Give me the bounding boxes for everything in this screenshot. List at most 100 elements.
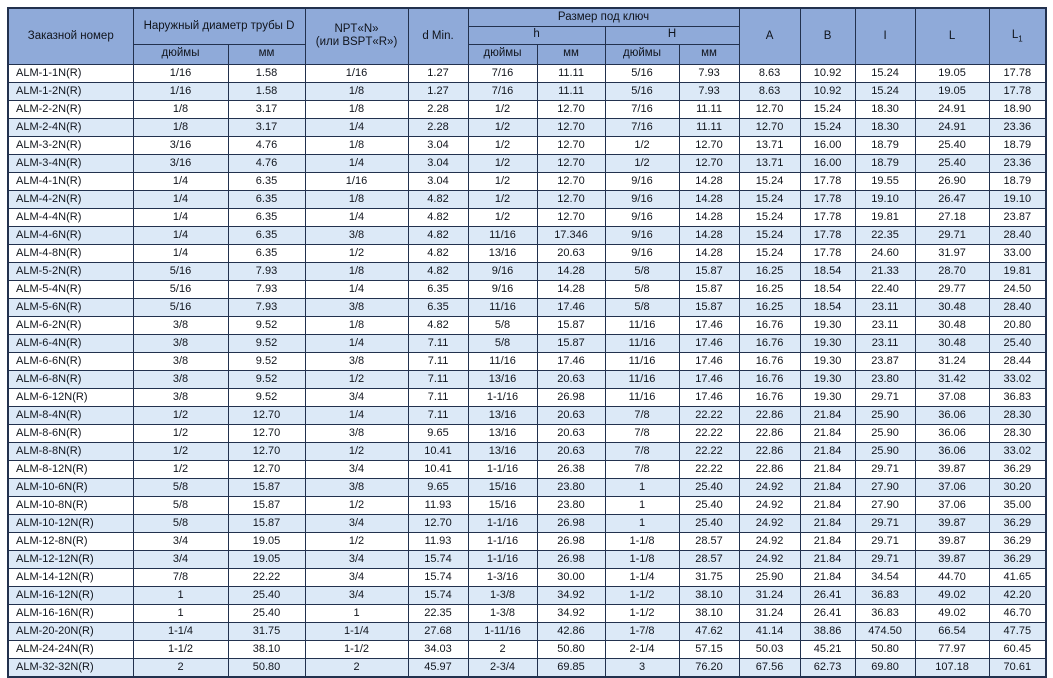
order-number-cell: ALM-6-2N(R) bbox=[7, 315, 134, 335]
value-cell: 19.10 bbox=[988, 189, 1047, 209]
value-cell: 2-3/4 bbox=[467, 657, 538, 677]
value-cell: 17.78 bbox=[799, 225, 856, 245]
value-cell: 3.04 bbox=[407, 153, 469, 173]
value-cell: 22.40 bbox=[854, 279, 916, 299]
value-cell: 15.24 bbox=[738, 243, 801, 263]
value-cell: 16.25 bbox=[738, 297, 801, 317]
value-cell: 1/2 bbox=[304, 495, 409, 515]
value-cell: 34.92 bbox=[536, 585, 606, 605]
value-cell: 44.70 bbox=[914, 567, 990, 587]
order-number-cell: ALM-2-2N(R) bbox=[7, 99, 134, 119]
header-d-min: d Min. bbox=[407, 7, 469, 65]
value-cell: 3/4 bbox=[304, 387, 409, 407]
value-cell: 12.70 bbox=[227, 459, 306, 479]
value-cell: 9/16 bbox=[467, 261, 538, 281]
value-cell: 66.54 bbox=[914, 621, 990, 641]
value-cell: 15.87 bbox=[678, 297, 740, 317]
value-cell: 7/16 bbox=[604, 99, 680, 119]
value-cell: 1/2 bbox=[604, 153, 680, 173]
header-h-upper: H bbox=[604, 25, 740, 45]
value-cell: 12.70 bbox=[536, 153, 606, 173]
value-cell: 6.35 bbox=[227, 243, 306, 263]
table-row: ALM-8-6N(R) 1/2 12.70 3/8 9.65 13/16 20.63 7/8 2… bbox=[7, 423, 1047, 443]
value-cell: 15.24 bbox=[799, 99, 856, 119]
table-row: ALM-10-8N(R) 5/8 15.87 1/2 11.93 15/16 23.80 1 2… bbox=[7, 495, 1047, 515]
header-d-inches: дюймы bbox=[132, 43, 229, 65]
value-cell: 27.18 bbox=[914, 207, 990, 227]
header-col-a: A bbox=[738, 7, 801, 65]
value-cell: 34.54 bbox=[854, 567, 916, 587]
value-cell: 11/16 bbox=[604, 369, 680, 389]
value-cell: 1 bbox=[604, 477, 680, 497]
value-cell: 26.98 bbox=[536, 531, 606, 551]
value-cell: 23.80 bbox=[536, 477, 606, 497]
table-row: ALM-6-4N(R) 3/8 9.52 1/4 7.11 5/8 15.87 11/16 17… bbox=[7, 333, 1047, 353]
value-cell: 22.86 bbox=[738, 441, 801, 461]
value-cell: 11/16 bbox=[467, 351, 538, 371]
value-cell: 5/16 bbox=[132, 279, 229, 299]
value-cell: 13/16 bbox=[467, 423, 538, 443]
value-cell: 49.02 bbox=[914, 603, 990, 623]
value-cell: 19.05 bbox=[914, 81, 990, 101]
order-number-cell: ALM-6-12N(R) bbox=[7, 387, 134, 407]
value-cell: 42.86 bbox=[536, 621, 606, 641]
value-cell: 19.30 bbox=[799, 387, 856, 407]
value-cell: 7.93 bbox=[678, 63, 740, 83]
value-cell: 3/4 bbox=[304, 567, 409, 587]
table-row: ALM-4-6N(R) 1/4 6.35 3/8 4.82 11/16 17.346 9/16… bbox=[7, 225, 1047, 245]
value-cell: 45.97 bbox=[407, 657, 469, 677]
value-cell: 11/16 bbox=[604, 315, 680, 335]
value-cell: 36.06 bbox=[914, 405, 990, 425]
value-cell: 9/16 bbox=[467, 279, 538, 299]
value-cell: 22.22 bbox=[678, 459, 740, 479]
value-cell: 10.92 bbox=[799, 63, 856, 83]
value-cell: 21.84 bbox=[799, 459, 856, 479]
value-cell: 17.78 bbox=[799, 171, 856, 191]
value-cell: 12.70 bbox=[536, 171, 606, 191]
value-cell: 19.55 bbox=[854, 171, 916, 191]
value-cell: 3.04 bbox=[407, 135, 469, 155]
value-cell: 22.86 bbox=[738, 423, 801, 443]
value-cell: 12.70 bbox=[407, 513, 469, 533]
value-cell: 70.61 bbox=[988, 657, 1047, 677]
value-cell: 20.63 bbox=[536, 405, 606, 425]
value-cell: 3/4 bbox=[304, 459, 409, 479]
value-cell: 31.75 bbox=[678, 567, 740, 587]
value-cell: 14.28 bbox=[678, 225, 740, 245]
value-cell: 474.50 bbox=[854, 621, 916, 641]
value-cell: 22.22 bbox=[678, 423, 740, 443]
value-cell: 36.29 bbox=[988, 513, 1047, 533]
value-cell: 9.65 bbox=[407, 423, 469, 443]
value-cell: 1/2 bbox=[467, 207, 538, 227]
value-cell: 1/2 bbox=[132, 423, 229, 443]
value-cell: 1/8 bbox=[304, 261, 409, 281]
value-cell: 28.57 bbox=[678, 549, 740, 569]
value-cell: 21.84 bbox=[799, 423, 856, 443]
value-cell: 13/16 bbox=[467, 369, 538, 389]
value-cell: 28.57 bbox=[678, 531, 740, 551]
value-cell: 7.11 bbox=[407, 369, 469, 389]
value-cell: 11.11 bbox=[536, 81, 606, 101]
value-cell: 38.10 bbox=[678, 585, 740, 605]
value-cell: 57.15 bbox=[678, 639, 740, 659]
value-cell: 1/2 bbox=[467, 117, 538, 137]
value-cell: 15.24 bbox=[738, 225, 801, 245]
value-cell: 15/16 bbox=[467, 477, 538, 497]
table-row: ALM-2-2N(R) 1/8 3.17 1/8 2.28 1/2 12.70 7/16 11.… bbox=[7, 99, 1047, 119]
order-number-cell: ALM-1-2N(R) bbox=[7, 81, 134, 101]
value-cell: 2 bbox=[304, 657, 409, 677]
value-cell: 29.71 bbox=[854, 459, 916, 479]
table-row: ALM-16-16N(R) 1 25.40 1 22.35 1-3/8 34.92 1-1/2… bbox=[7, 603, 1047, 623]
value-cell: 21.84 bbox=[799, 567, 856, 587]
value-cell: 67.56 bbox=[738, 657, 801, 677]
value-cell: 8.63 bbox=[738, 63, 801, 83]
value-cell: 2.28 bbox=[407, 117, 469, 137]
order-number-cell: ALM-16-12N(R) bbox=[7, 585, 134, 605]
value-cell: 1/4 bbox=[304, 117, 409, 137]
value-cell: 5/8 bbox=[132, 495, 229, 515]
value-cell: 16.76 bbox=[738, 369, 801, 389]
value-cell: 33.00 bbox=[988, 243, 1047, 263]
value-cell: 3/8 bbox=[304, 423, 409, 443]
value-cell: 28.70 bbox=[914, 261, 990, 281]
value-cell: 23.36 bbox=[988, 153, 1047, 173]
